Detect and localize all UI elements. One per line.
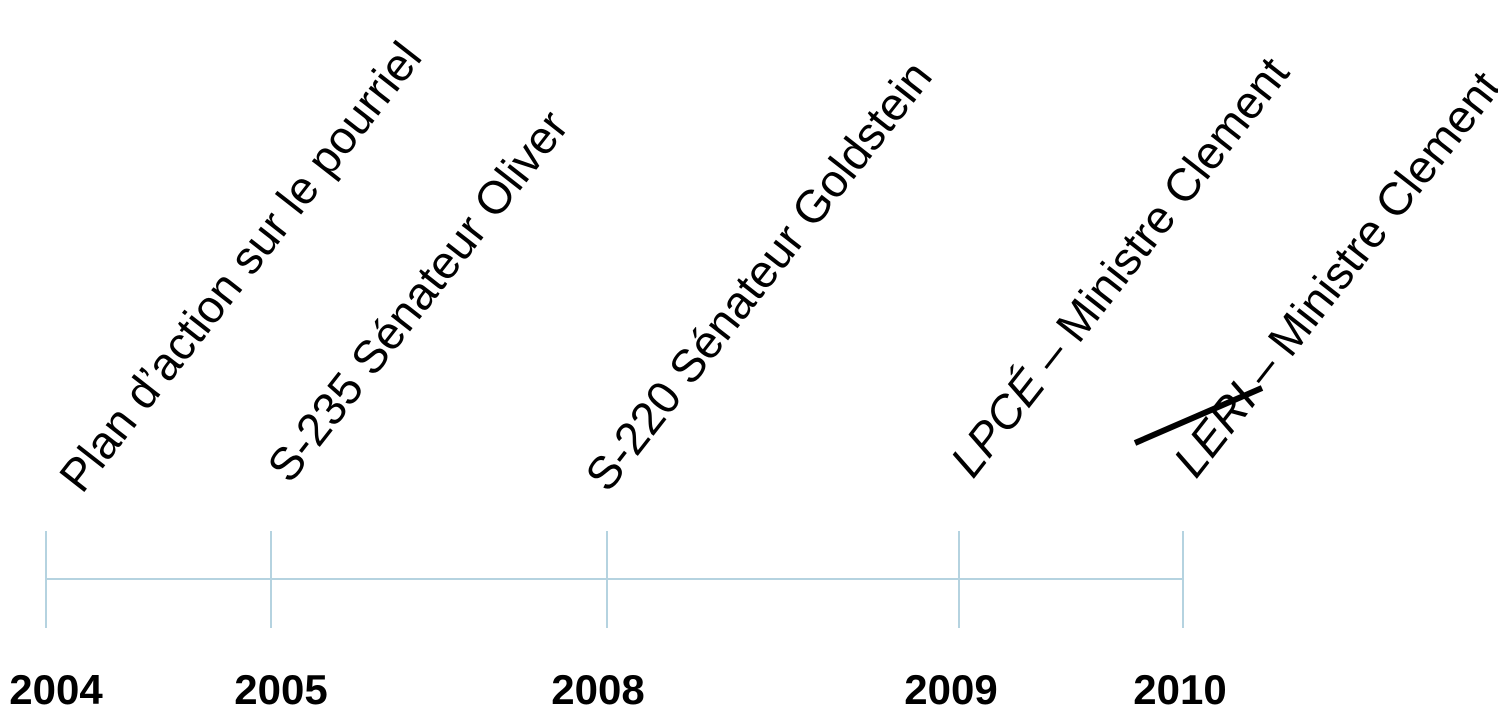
year-label-2004: 2004 — [9, 666, 103, 706]
event-label-2004: Plan d’action sur le pourriel — [49, 32, 432, 501]
year-label-2010: 2010 — [1133, 666, 1226, 706]
event-label-2008: S-220 Sénateur Goldstein — [575, 51, 942, 500]
year-label-2005: 2005 — [234, 666, 327, 706]
timeline-ticks — [45, 531, 1184, 628]
year-label-2008: 2008 — [551, 666, 644, 706]
event-labels: Plan d’action sur le pourriel S-235 Séna… — [49, 32, 1498, 501]
strikethrough-mark — [1133, 385, 1264, 446]
year-labels: 2004 2005 2008 2009 2010 — [9, 666, 1226, 706]
year-label-2009: 2009 — [904, 666, 997, 706]
